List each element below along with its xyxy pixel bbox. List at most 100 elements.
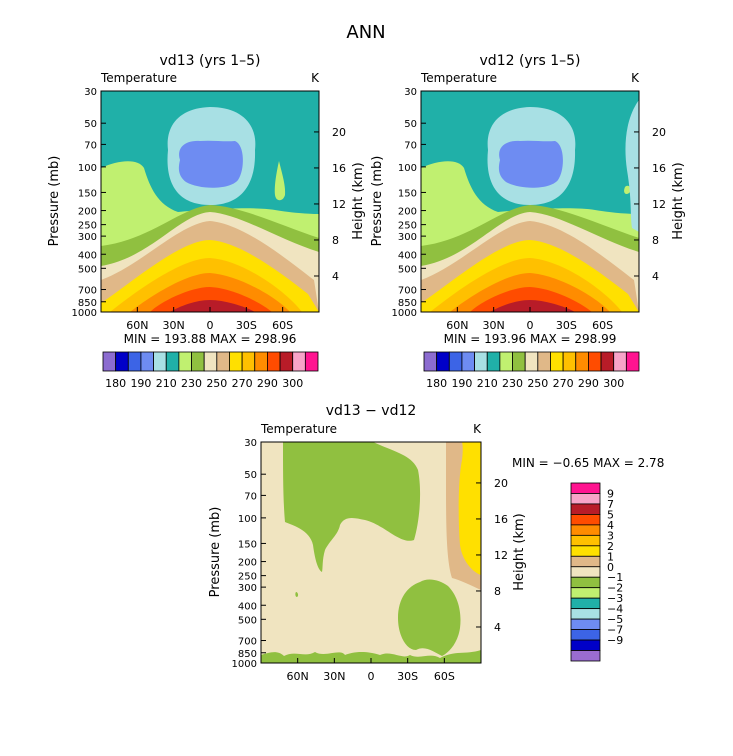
- contour-field: [101, 91, 319, 312]
- y-axis-label: Pressure (mb): [208, 507, 223, 598]
- y-tick-label: 150: [238, 539, 257, 550]
- x-tick-label: 60N: [287, 670, 309, 683]
- y-tick-label: 500: [78, 264, 97, 275]
- y2-tick-label: 4: [332, 270, 339, 283]
- legend-label: 190: [451, 377, 472, 390]
- legend-swatch: [570, 608, 601, 620]
- y-tick-label: 400: [238, 601, 257, 612]
- y-tick-label: 250: [238, 572, 257, 583]
- legend-label: 250: [527, 377, 548, 390]
- band-minus1-speck: [295, 592, 299, 597]
- color-legend: 180 190 210 230 250 270 290 300: [102, 351, 319, 390]
- y-tick-label: 50: [244, 470, 257, 481]
- band-minus1-surface: [261, 650, 481, 663]
- legend-swatch: [570, 493, 601, 505]
- y-tick-label: 1000: [392, 308, 417, 319]
- left-label: Temperature: [100, 71, 177, 85]
- legend-swatch: [153, 351, 167, 372]
- x-tick-label: 60N: [126, 319, 148, 332]
- x-tick-label: 0: [368, 670, 375, 683]
- y-tick-label: 300: [78, 232, 97, 243]
- y2-tick-label: 4: [652, 270, 659, 283]
- legend-label: −2: [607, 582, 623, 595]
- legend-swatch: [524, 351, 539, 372]
- x-tick-label: 30S: [397, 670, 418, 683]
- y2-tick-label: 8: [652, 234, 659, 247]
- panel-title: vd13 − vd12: [326, 403, 417, 419]
- legend-swatch: [474, 351, 488, 372]
- y-tick-label: 500: [398, 264, 417, 275]
- legend-swatch: [267, 351, 281, 372]
- legend-swatch: [229, 351, 243, 372]
- legend-label: −1: [607, 571, 623, 584]
- legend-swatch: [499, 351, 513, 372]
- band-290: [490, 300, 575, 312]
- legend-swatch: [178, 351, 192, 372]
- legend-label: −7: [607, 624, 623, 637]
- y-tick-label: 70: [404, 140, 417, 151]
- legend-swatch: [570, 566, 601, 578]
- y-tick-label: 30: [404, 87, 417, 98]
- y2-tick-label: 16: [494, 513, 508, 526]
- y-tick-label: 200: [398, 207, 417, 218]
- x-tick-label: 0: [527, 319, 534, 332]
- legend-swatch: [613, 351, 627, 372]
- legend-label: 300: [282, 377, 303, 390]
- y-axis-label: Pressure (mb): [47, 156, 62, 247]
- y-tick-label: 300: [238, 583, 257, 594]
- legend-label: 210: [477, 377, 498, 390]
- legend-swatch: [292, 351, 306, 372]
- y2-axis-label: Height (km): [671, 162, 686, 239]
- x-tick-label: 0: [207, 319, 214, 332]
- y-tick-label: 30: [84, 87, 97, 98]
- blob-240: [274, 161, 286, 201]
- x-tick-label: 60N: [446, 319, 468, 332]
- panel-vd13: vd13 (yrs 1–5) Temperature K 30 50 70 100 15…: [47, 53, 366, 390]
- x-tick-label: 60S: [592, 319, 613, 332]
- y2-tick-label: 16: [332, 162, 346, 175]
- stats-text: MIN = −0.65 MAX = 2.78: [512, 456, 664, 470]
- legend-swatch: [570, 639, 601, 651]
- y2-tick-label: 20: [332, 126, 346, 139]
- legend-swatch: [191, 351, 205, 372]
- band-minus1-north: [283, 442, 421, 572]
- legend-swatch: [461, 351, 475, 372]
- y-tick-label: 1000: [232, 659, 257, 670]
- legend-swatch: [304, 351, 319, 372]
- legend-label: 210: [156, 377, 177, 390]
- y2-tick-label: 20: [652, 126, 666, 139]
- legend-swatch: [512, 351, 526, 372]
- color-legend: 180 190 210 230 250 270 290 300: [423, 351, 640, 390]
- y-tick-label: 850: [78, 298, 97, 309]
- y-tick-label: 250: [78, 221, 97, 232]
- x-tick-label: 60S: [272, 319, 293, 332]
- legend-swatch: [570, 618, 601, 630]
- legend-swatch: [165, 351, 180, 372]
- legend-swatch: [570, 545, 601, 557]
- legend-swatch: [588, 351, 602, 372]
- legend-swatch: [127, 351, 142, 372]
- y-tick-label: 100: [398, 163, 417, 174]
- legend-swatch: [203, 351, 218, 372]
- legend-label: 3: [607, 529, 614, 542]
- legend-swatch: [216, 351, 230, 372]
- axes: 305070100150200250300400500700850100060N…: [72, 87, 346, 332]
- axes: 305070100150200250300400500700850100060N…: [232, 438, 508, 683]
- y-tick-label: 850: [398, 298, 417, 309]
- legend-swatch: [436, 351, 450, 372]
- y-tick-label: 400: [398, 250, 417, 261]
- band-290: [170, 300, 255, 312]
- band-200: [178, 140, 243, 188]
- legend-swatch: [570, 650, 601, 662]
- y-tick-label: 1000: [72, 308, 97, 319]
- y-tick-label: 50: [84, 119, 97, 130]
- y2-tick-label: 16: [652, 162, 666, 175]
- legend-swatch: [486, 351, 501, 372]
- axes: 305070100150200250300400500700850100060N…: [392, 87, 666, 332]
- left-label: Temperature: [260, 422, 337, 436]
- legend-label: 2: [607, 540, 614, 553]
- legend-swatch: [448, 351, 463, 372]
- legend-swatch: [241, 351, 256, 372]
- y-tick-label: 100: [238, 514, 257, 525]
